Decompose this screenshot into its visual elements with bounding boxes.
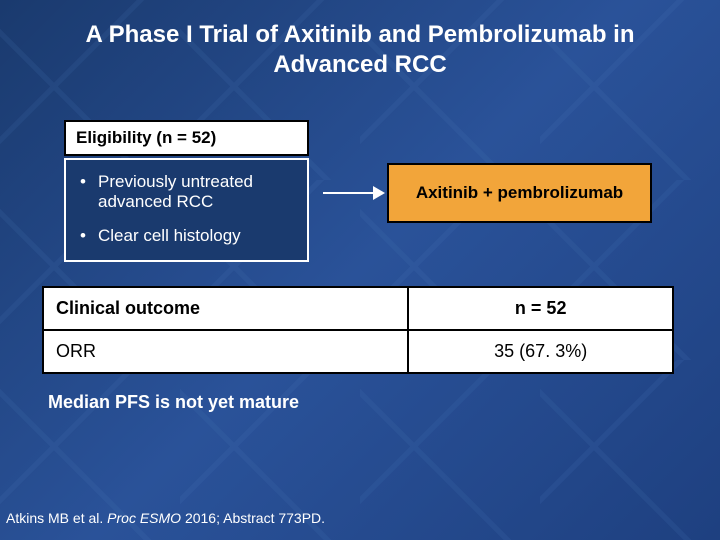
citation-journal: Proc ESMO	[107, 510, 181, 526]
eligibility-item: • Previously untreated advanced RCC	[80, 172, 293, 212]
citation-rest: 2016; Abstract 773PD.	[181, 510, 325, 526]
eligibility-text: Clear cell histology	[98, 226, 241, 246]
eligibility-text: Previously untreated advanced RCC	[98, 172, 293, 212]
bullet-icon: •	[80, 172, 98, 212]
treatment-box: Axitinib + pembrolizumab	[387, 163, 652, 223]
eligibility-header: Eligibility (n = 52)	[64, 120, 309, 156]
table-row: ORR 35 (67. 3%)	[43, 330, 673, 373]
eligibility-item: • Clear cell histology	[80, 226, 293, 246]
flow-row: • Previously untreated advanced RCC • Cl…	[64, 158, 720, 262]
table-cell-label: ORR	[43, 330, 408, 373]
table-row: Clinical outcome n = 52	[43, 287, 673, 330]
outcome-table: Clinical outcome n = 52 ORR 35 (67. 3%)	[42, 286, 674, 374]
arrow-icon	[309, 192, 387, 194]
bullet-icon: •	[80, 226, 98, 246]
table-header-left: Clinical outcome	[43, 287, 408, 330]
table-header-right: n = 52	[408, 287, 673, 330]
citation: Atkins MB et al. Proc ESMO 2016; Abstrac…	[6, 510, 325, 526]
citation-author: Atkins MB et al.	[6, 510, 107, 526]
slide-title: A Phase I Trial of Axitinib and Pembroli…	[0, 20, 720, 80]
table-cell-value: 35 (67. 3%)	[408, 330, 673, 373]
eligibility-box: • Previously untreated advanced RCC • Cl…	[64, 158, 309, 262]
note-text: Median PFS is not yet mature	[48, 392, 720, 413]
